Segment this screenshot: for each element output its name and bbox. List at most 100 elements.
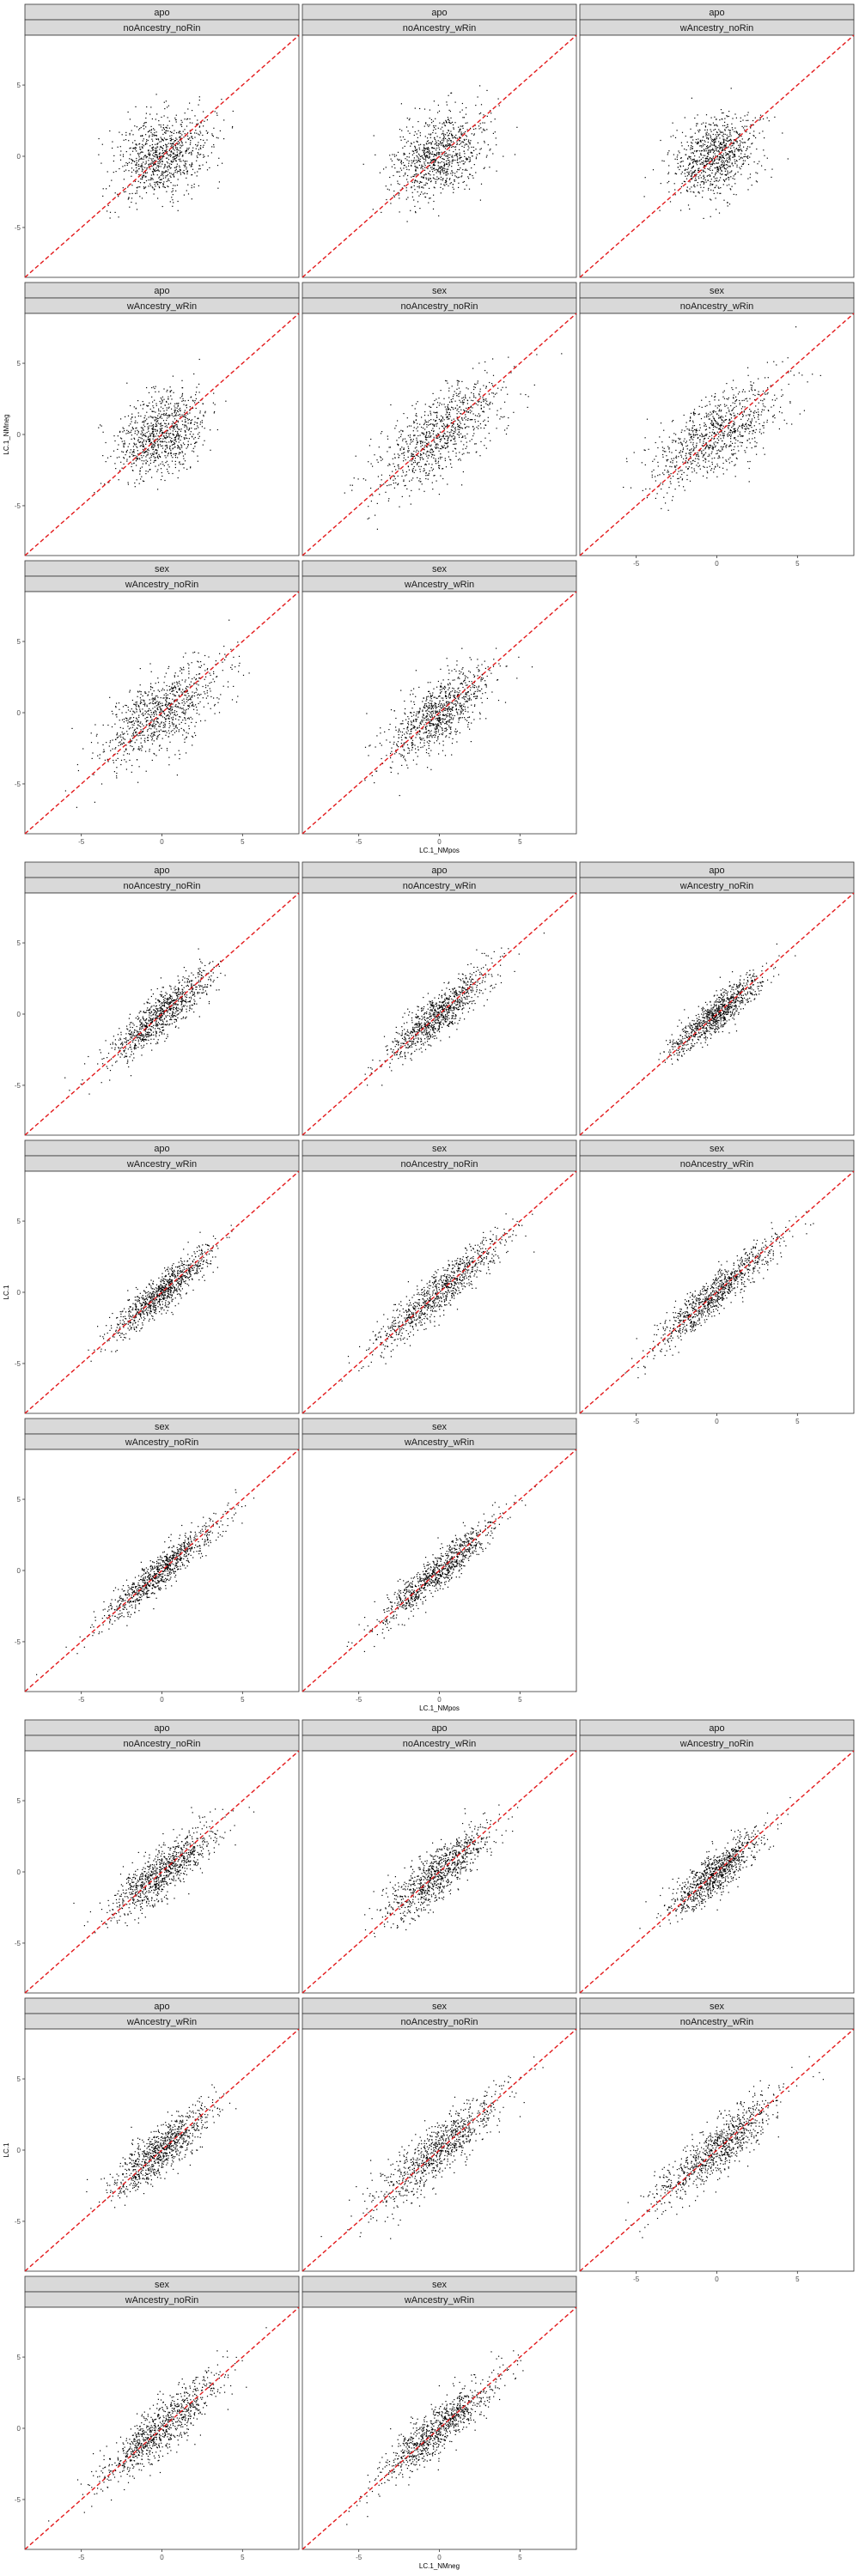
data-point xyxy=(452,398,454,399)
data-point xyxy=(719,159,721,161)
data-point xyxy=(156,169,158,172)
data-point xyxy=(438,147,440,149)
data-point xyxy=(390,483,392,486)
data-point xyxy=(125,131,127,133)
data-point xyxy=(154,132,155,134)
data-point xyxy=(131,463,133,465)
data-point xyxy=(134,430,136,432)
data-point xyxy=(407,174,409,177)
data-point xyxy=(183,437,185,439)
data-point xyxy=(470,127,472,129)
data-point xyxy=(175,412,177,414)
data-point xyxy=(448,109,450,111)
data-point xyxy=(475,452,477,453)
data-point xyxy=(417,121,419,123)
data-point xyxy=(190,397,192,398)
data-point xyxy=(694,155,696,157)
data-point xyxy=(720,109,722,111)
data-point xyxy=(699,150,701,152)
data-point xyxy=(740,156,742,158)
data-point xyxy=(178,446,180,447)
data-point xyxy=(749,414,751,416)
data-point xyxy=(449,123,451,125)
data-point xyxy=(199,165,201,167)
data-point xyxy=(439,439,441,440)
data-point xyxy=(710,131,712,132)
data-point xyxy=(747,163,750,166)
data-point xyxy=(412,150,414,152)
data-point xyxy=(161,398,162,400)
data-point xyxy=(710,199,712,201)
data-point xyxy=(156,420,158,422)
data-point xyxy=(411,455,412,457)
data-point xyxy=(726,137,728,139)
data-point xyxy=(435,159,436,161)
data-point xyxy=(430,419,432,421)
data-point xyxy=(145,191,148,194)
data-point xyxy=(449,434,451,435)
data-point xyxy=(497,98,499,100)
data-point xyxy=(399,435,402,438)
data-point xyxy=(471,392,472,393)
data-point xyxy=(170,176,172,178)
data-point xyxy=(693,158,695,160)
data-point xyxy=(169,386,171,388)
data-point xyxy=(470,419,472,421)
data-point xyxy=(503,381,505,383)
data-point xyxy=(706,163,708,166)
data-point xyxy=(652,169,655,171)
data-point xyxy=(698,414,699,416)
data-point xyxy=(110,455,112,458)
data-point xyxy=(751,143,752,145)
data-point xyxy=(734,173,736,175)
data-point xyxy=(145,175,147,177)
data-point xyxy=(182,160,184,161)
data-point xyxy=(477,382,478,384)
data-point xyxy=(137,432,139,434)
data-point xyxy=(453,422,454,424)
data-point xyxy=(708,158,710,160)
data-point xyxy=(483,399,484,401)
data-point xyxy=(457,426,459,428)
data-point xyxy=(462,397,465,398)
data-point xyxy=(414,131,416,133)
data-point xyxy=(430,445,431,447)
data-point xyxy=(752,429,754,431)
data-point xyxy=(181,452,184,453)
data-point xyxy=(176,410,179,411)
data-point xyxy=(156,113,158,115)
data-point xyxy=(424,169,426,171)
data-point xyxy=(706,131,708,133)
data-point xyxy=(121,440,123,442)
data-point xyxy=(169,143,171,144)
data-point xyxy=(494,118,496,120)
data-point xyxy=(731,123,733,125)
data-point xyxy=(434,399,436,402)
data-point xyxy=(710,163,712,165)
data-point xyxy=(418,182,420,185)
data-point xyxy=(717,134,719,136)
data-point xyxy=(205,161,207,163)
data-point xyxy=(734,159,735,161)
data-point xyxy=(145,443,147,445)
data-point xyxy=(682,165,685,167)
data-point xyxy=(436,144,437,146)
data-point xyxy=(415,170,417,172)
data-point xyxy=(166,147,168,149)
data-point xyxy=(725,164,728,166)
data-point xyxy=(433,425,436,428)
data-point xyxy=(174,442,176,445)
data-point xyxy=(142,432,143,434)
data-point xyxy=(204,412,206,414)
data-point xyxy=(692,425,694,427)
data-point xyxy=(213,127,215,129)
data-point xyxy=(758,431,760,433)
data-point xyxy=(750,153,752,155)
data-point xyxy=(140,427,142,428)
data-point xyxy=(134,486,136,488)
data-point xyxy=(740,153,742,155)
data-point xyxy=(410,145,411,147)
data-point xyxy=(425,173,427,175)
data-point xyxy=(441,438,442,440)
data-point xyxy=(153,456,155,458)
